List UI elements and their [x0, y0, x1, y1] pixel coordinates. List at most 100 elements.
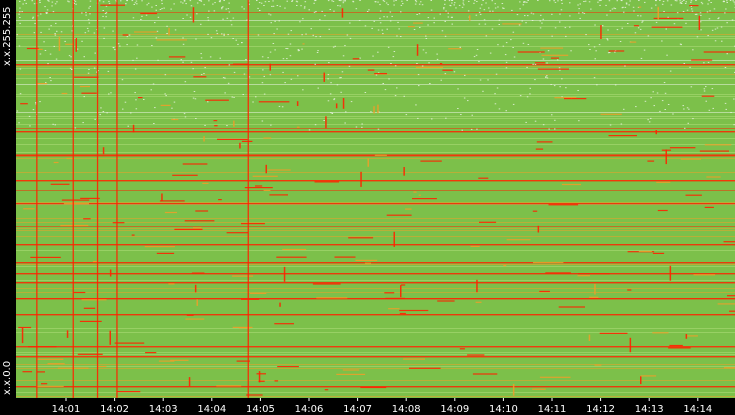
heatmap-speckle	[498, 19, 501, 21]
heatmap-speckle	[707, 61, 710, 63]
heatmap-speckle	[491, 0, 493, 2]
heatmap-speckle	[441, 30, 444, 32]
heatmap-speckle	[141, 15, 143, 17]
heatmap-speckle	[87, 19, 90, 21]
heatmap-speckle	[420, 1, 422, 3]
heatmap-cell	[158, 360, 175, 362]
heatmap-speckle	[261, 120, 264, 122]
heatmap-speckle	[184, 116, 187, 118]
heatmap-speckle	[196, 2, 199, 4]
heatmap-speckle	[616, 29, 619, 31]
x-tick-label: 14:04	[197, 404, 226, 415]
heatmap-speckle	[444, 73, 447, 75]
heatmap-cell	[186, 314, 194, 316]
heatmap-speckle	[635, 106, 637, 108]
heatmap-speckle	[297, 49, 300, 51]
heatmap-speckle	[663, 11, 665, 12]
heatmap-cell	[564, 98, 587, 100]
heatmap-speckle	[276, 28, 278, 30]
heatmap-speckle	[243, 8, 245, 10]
heatmap-cell	[577, 275, 590, 277]
heatmap-speckle	[313, 11, 316, 13]
heatmap-row	[16, 222, 735, 223]
heatmap-cell	[23, 208, 35, 210]
heatmap-speckle	[419, 26, 421, 28]
heatmap-speckle	[724, 67, 727, 68]
heatmap-speckle	[375, 74, 378, 76]
heatmap-speckle	[457, 108, 459, 109]
heatmap-speckle	[143, 99, 145, 100]
heatmap-speckle	[537, 0, 539, 1]
heatmap-speckle	[421, 65, 424, 67]
heatmap-cell	[65, 43, 74, 45]
heatmap-speckle	[99, 0, 101, 2]
heatmap-speckle	[711, 88, 714, 90]
heatmap-speckle	[81, 12, 83, 14]
heatmap-speckle	[190, 5, 193, 7]
heatmap-speckle	[700, 14, 702, 16]
heatmap-speckle	[113, 47, 115, 49]
heatmap-speckle	[624, 65, 626, 67]
heatmap-speckle	[56, 1, 58, 3]
heatmap-cell	[73, 291, 86, 294]
heatmap-speckle	[342, 2, 345, 4]
heatmap-speckle	[639, 28, 642, 30]
heatmap-cell	[638, 6, 642, 8]
heatmap-speckle	[102, 1, 105, 3]
heatmap-speckle	[430, 9, 433, 11]
heatmap-cell	[188, 377, 191, 387]
heatmap-speckle	[49, 77, 51, 78]
heatmap-speckle	[449, 4, 451, 6]
heatmap-speckle	[561, 96, 563, 98]
heatmap-speckle	[590, 8, 592, 10]
heatmap-speckle	[701, 3, 704, 5]
heatmap-cell	[669, 147, 696, 149]
heatmap-speckle	[99, 114, 101, 116]
heatmap-speckle	[709, 10, 711, 12]
heatmap-speckle	[189, 16, 192, 18]
heatmap-speckle	[593, 46, 596, 48]
heatmap-speckle	[551, 114, 553, 116]
heatmap-speckle	[349, 37, 352, 39]
heatmap-band	[16, 262, 735, 264]
heatmap-speckle	[690, 0, 693, 2]
heatmap-speckle	[121, 79, 124, 81]
heatmap-cell	[578, 273, 610, 275]
heatmap-speckle	[529, 93, 531, 95]
heatmap-speckle	[270, 124, 272, 126]
heatmap-cell	[36, 358, 64, 360]
heatmap-speckle	[655, 21, 658, 23]
heatmap-speckle	[516, 14, 519, 16]
heatmap-speckle	[485, 2, 487, 4]
heatmap-speckle	[128, 34, 131, 36]
heatmap-speckle	[690, 1, 692, 3]
heatmap-speckle	[195, 118, 197, 119]
heatmap-speckle	[650, 97, 652, 99]
heatmap-speckle	[271, 5, 273, 7]
heatmap-speckle	[650, 117, 652, 119]
heatmap-speckle	[226, 125, 228, 127]
heatmap-speckle	[546, 62, 548, 64]
heatmap-speckle	[274, 20, 276, 22]
heatmap-speckle	[336, 84, 339, 86]
heatmap-cell	[665, 149, 667, 165]
heatmap-cell	[561, 183, 581, 186]
heatmap-speckle	[286, 58, 288, 60]
heatmap-speckle	[436, 58, 439, 60]
heatmap-speckle	[594, 24, 596, 26]
heatmap-row	[16, 236, 735, 237]
heatmap-speckle	[725, 108, 727, 110]
heatmap-speckle	[200, 0, 202, 2]
heatmap-speckle	[305, 33, 307, 35]
heatmap-speckle	[333, 10, 335, 12]
heatmap-cell	[205, 99, 229, 101]
heatmap-speckle	[39, 53, 42, 55]
heatmap-speckle	[339, 77, 341, 79]
heatmap-cell	[470, 245, 480, 247]
heatmap-speckle	[86, 27, 89, 29]
heatmap-speckle	[663, 82, 666, 83]
heatmap-speckle	[708, 109, 711, 111]
heatmap-speckle	[382, 83, 384, 84]
heatmap-speckle	[683, 0, 685, 1]
heatmap-speckle	[421, 4, 424, 6]
